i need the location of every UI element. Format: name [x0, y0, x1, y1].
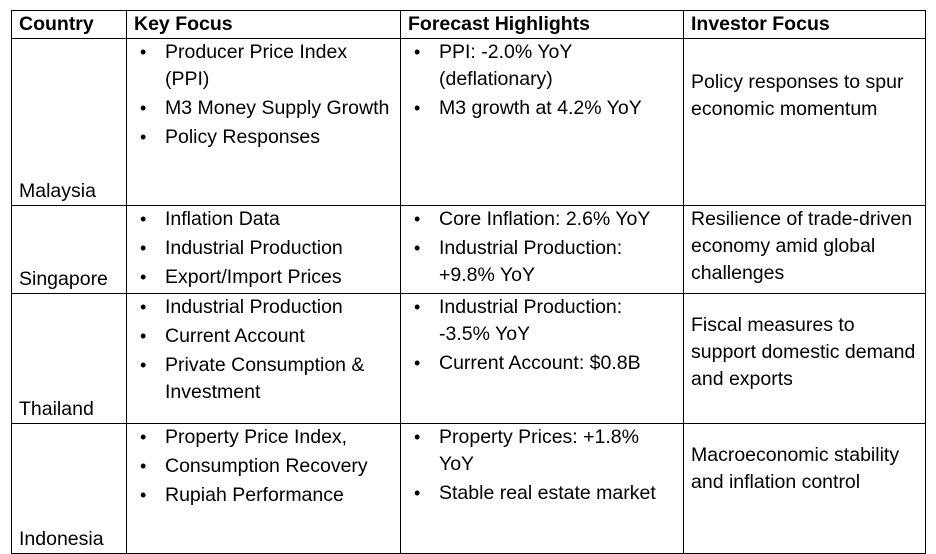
table-row: Singapore Inflation Data Industrial Prod…: [11, 205, 926, 294]
header-key-focus: Key Focus: [126, 10, 401, 39]
table-row: Indonesia Property Price Index, Consumpt…: [11, 423, 926, 554]
forecast-cell: Property Prices: +1.8% YoY Stable real e…: [400, 423, 684, 554]
list-item: Industrial Production: [134, 294, 393, 321]
forecast-cell: Core Inflation: 2.6% YoY Industrial Prod…: [400, 205, 684, 294]
list-item: Property Price Index,: [134, 424, 393, 451]
list-item: Inflation Data: [134, 206, 393, 233]
forecast-cell: PPI: -2.0% YoY (deflationary) M3 growth …: [400, 38, 684, 206]
list-item: M3 growth at 4.2% YoY: [408, 95, 676, 122]
list-item: M3 Money Supply Growth: [134, 95, 393, 122]
list-item: Consumption Recovery: [134, 453, 393, 480]
key-focus-cell: Inflation Data Industrial Production Exp…: [126, 205, 401, 294]
list-item: Industrial Production: [134, 235, 393, 262]
investor-focus-cell: Macroeconomic stability and inflation co…: [683, 423, 926, 554]
table-row: Thailand Industrial Production Current A…: [11, 293, 926, 424]
table-row: Malaysia Producer Price Index (PPI) M3 M…: [11, 38, 926, 206]
list-item: Industrial Production: +9.8% YoY: [408, 235, 676, 289]
header-investor-focus: Investor Focus: [683, 10, 926, 39]
country-cell: Thailand: [11, 293, 127, 424]
country-cell: Singapore: [11, 205, 127, 294]
list-item: Current Account: $0.8B: [408, 350, 676, 377]
list-item: Current Account: [134, 323, 393, 350]
header-forecast-highlights: Forecast Highlights: [400, 10, 684, 39]
key-focus-cell: Producer Price Index (PPI) M3 Money Supp…: [126, 38, 401, 206]
country-cell: Indonesia: [11, 423, 127, 554]
list-item: Rupiah Performance: [134, 482, 393, 509]
header-row: Country Key Focus Forecast Highlights In…: [11, 10, 926, 39]
forecast-cell: Industrial Production: -3.5% YoY Current…: [400, 293, 684, 424]
country-cell: Malaysia: [11, 38, 127, 206]
investor-focus-cell: Resilience of trade-driven economy amid …: [683, 205, 926, 294]
list-item: Producer Price Index (PPI): [134, 39, 393, 93]
list-item: Industrial Production: -3.5% YoY: [408, 294, 676, 348]
list-item: Policy Responses: [134, 124, 393, 151]
forecast-table: Country Key Focus Forecast Highlights In…: [11, 10, 926, 554]
list-item: Private Consumption & Investment: [134, 352, 393, 406]
key-focus-cell: Industrial Production Current Account Pr…: [126, 293, 401, 424]
key-focus-cell: Property Price Index, Consumption Recove…: [126, 423, 401, 554]
list-item: PPI: -2.0% YoY (deflationary): [408, 39, 676, 93]
list-item: Export/Import Prices: [134, 264, 393, 291]
header-country: Country: [11, 10, 127, 39]
investor-focus-cell: Fiscal measures to support domestic dema…: [683, 293, 926, 424]
list-item: Property Prices: +1.8% YoY: [408, 424, 676, 478]
list-item: Core Inflation: 2.6% YoY: [408, 206, 676, 233]
investor-focus-cell: Policy responses to spur economic moment…: [683, 38, 926, 206]
